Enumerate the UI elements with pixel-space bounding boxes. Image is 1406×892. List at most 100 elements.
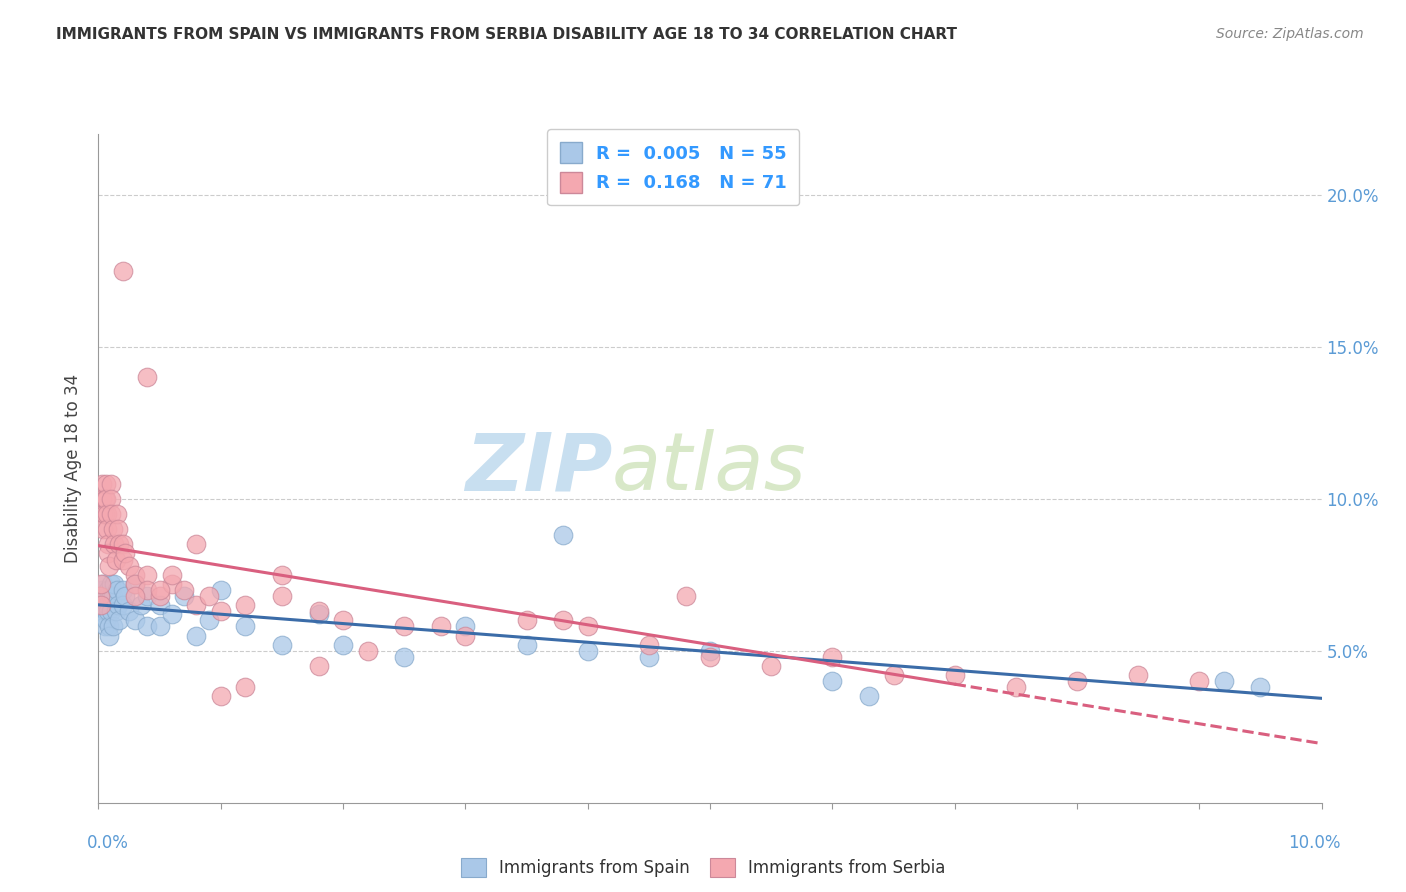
Point — [107, 522, 129, 536]
Point — [89, 589, 111, 603]
Point — [160, 577, 183, 591]
Point — [883, 668, 905, 682]
Point — [104, 604, 127, 618]
Point — [233, 619, 256, 633]
Point — [101, 589, 124, 603]
Point — [149, 598, 172, 612]
Point — [114, 546, 136, 560]
Point — [637, 649, 661, 664]
Point — [90, 598, 112, 612]
Point — [100, 589, 122, 603]
Point — [90, 589, 112, 603]
Point — [100, 604, 122, 618]
Point — [516, 613, 538, 627]
Point — [1212, 674, 1234, 689]
Point — [637, 638, 661, 652]
Point — [103, 577, 125, 591]
Point — [160, 607, 183, 622]
Point — [105, 507, 128, 521]
Point — [100, 476, 122, 491]
Point — [124, 577, 146, 591]
Point — [93, 607, 115, 622]
Point — [91, 598, 114, 612]
Point — [209, 582, 232, 597]
Point — [124, 577, 146, 591]
Point — [91, 522, 114, 536]
Point — [94, 604, 117, 618]
Point — [209, 690, 232, 704]
Point — [553, 528, 575, 542]
Text: Source: ZipAtlas.com: Source: ZipAtlas.com — [1216, 27, 1364, 41]
Point — [136, 619, 159, 633]
Text: 10.0%: 10.0% — [1288, 834, 1341, 852]
Point — [270, 567, 292, 582]
Point — [108, 537, 131, 551]
Point — [97, 546, 120, 560]
Point — [1128, 668, 1150, 682]
Point — [197, 613, 219, 627]
Point — [100, 507, 122, 521]
Point — [103, 537, 125, 551]
Point — [136, 582, 159, 597]
Point — [124, 613, 146, 627]
Point — [91, 582, 114, 597]
Point — [1249, 680, 1271, 694]
Point — [97, 537, 120, 551]
Point — [96, 598, 118, 612]
Text: ZIP: ZIP — [465, 429, 612, 508]
Point — [186, 537, 208, 551]
Point — [136, 589, 159, 603]
Point — [186, 628, 208, 642]
Point — [124, 589, 146, 603]
Point — [93, 619, 115, 633]
Point — [516, 638, 538, 652]
Point — [576, 644, 599, 658]
Point — [91, 577, 114, 591]
Point — [96, 522, 118, 536]
Point — [858, 690, 880, 704]
Point — [173, 589, 195, 603]
Point — [97, 582, 120, 597]
Point — [149, 619, 172, 633]
Point — [118, 558, 141, 573]
Y-axis label: Disability Age 18 to 34: Disability Age 18 to 34 — [65, 374, 83, 563]
Point — [149, 582, 172, 597]
Point — [270, 638, 292, 652]
Point — [454, 628, 477, 642]
Point — [94, 491, 117, 506]
Point — [107, 598, 129, 612]
Point — [356, 644, 378, 658]
Point — [111, 598, 134, 612]
Point — [1066, 674, 1088, 689]
Point — [90, 577, 112, 591]
Point — [100, 577, 122, 591]
Point — [308, 659, 330, 673]
Point — [209, 604, 232, 618]
Point — [136, 567, 159, 582]
Point — [392, 649, 416, 664]
Point — [111, 537, 134, 551]
Point — [454, 619, 477, 633]
Point — [173, 582, 195, 597]
Point — [101, 522, 124, 536]
Point — [233, 680, 256, 694]
Point — [149, 589, 172, 603]
Point — [430, 619, 453, 633]
Point — [308, 604, 330, 618]
Point — [943, 668, 966, 682]
Point — [576, 619, 599, 633]
Point — [332, 638, 354, 652]
Point — [111, 552, 134, 566]
Point — [308, 607, 330, 622]
Text: 0.0%: 0.0% — [87, 834, 129, 852]
Point — [108, 613, 131, 627]
Point — [821, 649, 844, 664]
Point — [233, 598, 256, 612]
Point — [105, 582, 128, 597]
Point — [332, 613, 354, 627]
Point — [186, 598, 208, 612]
Point — [93, 507, 115, 521]
Point — [93, 491, 115, 506]
Point — [91, 507, 114, 521]
Point — [97, 604, 120, 618]
